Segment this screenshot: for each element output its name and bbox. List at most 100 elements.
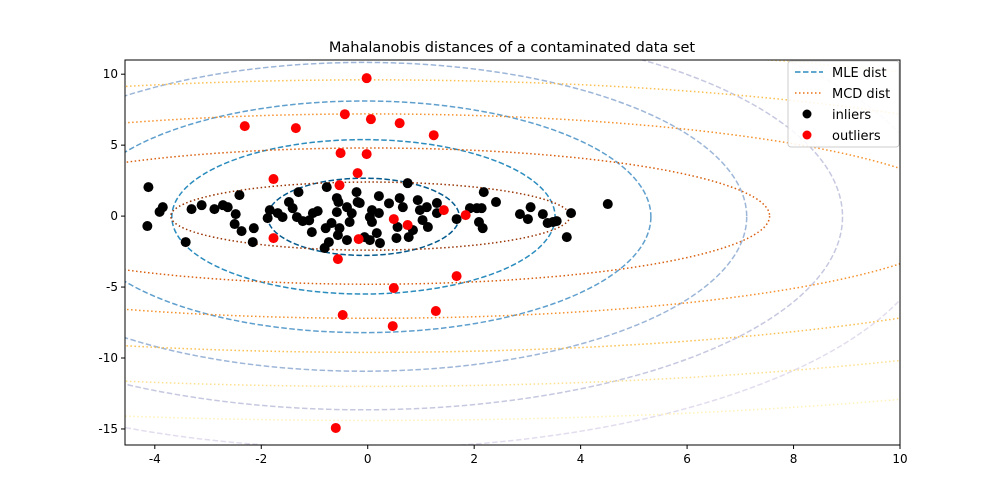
- legend-outliers-marker: [802, 130, 812, 140]
- inlier-point: [371, 228, 382, 239]
- inlier-point: [326, 218, 337, 229]
- legend-box: [787, 60, 900, 148]
- inlier-point: [331, 207, 342, 218]
- inlier-point: [451, 214, 462, 225]
- mcd-contour-level-6: [125, 398, 900, 422]
- x-tick-label: 0: [364, 452, 372, 466]
- inlier-point: [186, 204, 197, 215]
- outlier-point: [334, 180, 345, 191]
- outlier-point: [268, 233, 279, 244]
- inlier-point: [277, 212, 288, 223]
- inlier-point: [392, 222, 403, 233]
- inlier-point: [312, 206, 323, 217]
- x-tick-label: 4: [577, 452, 585, 466]
- inlier-point: [154, 206, 165, 217]
- inlier-point: [346, 208, 357, 219]
- outlier-point: [337, 310, 348, 321]
- inlier-point: [402, 178, 413, 189]
- outlier-point: [239, 121, 250, 132]
- mle-contour-level-4: [125, 61, 748, 372]
- x-axis: -4 -2 0 2 4 6 8 10: [149, 445, 908, 466]
- inlier-point: [293, 187, 304, 198]
- legend: MLE dist MCD dist inliers outliers: [787, 60, 900, 148]
- outlier-point: [402, 220, 413, 231]
- mcd-contour-level-2: [125, 147, 771, 285]
- inlier-point: [351, 187, 362, 198]
- y-tick-label: 0: [110, 209, 118, 223]
- inlier-point: [477, 223, 488, 234]
- inlier-point: [236, 226, 247, 237]
- plot-frame: [124, 59, 901, 446]
- inlier-point: [341, 235, 352, 246]
- x-tick-label: 10: [892, 452, 907, 466]
- inlier-point: [230, 209, 241, 220]
- inlier-point: [229, 219, 240, 230]
- outlier-point: [388, 283, 399, 294]
- inlier-point: [264, 205, 275, 216]
- legend-label-inliers: inliers: [832, 108, 871, 123]
- inlier-point: [366, 205, 377, 216]
- inlier-point: [180, 237, 191, 248]
- inlier-point: [321, 182, 332, 193]
- x-tick-label: 6: [683, 452, 691, 466]
- inlier-point: [142, 221, 153, 232]
- outlier-point: [332, 254, 343, 265]
- outlier-point: [330, 422, 341, 433]
- outlier-point: [365, 114, 376, 125]
- y-tick-label: -10: [98, 351, 118, 365]
- inlier-point: [354, 198, 365, 209]
- outlier-point: [388, 214, 399, 225]
- inlier-point: [537, 209, 548, 220]
- inlier-point: [551, 216, 562, 227]
- mle-contour-level-3: [125, 100, 652, 334]
- inlier-point: [412, 195, 423, 206]
- outlier-point: [335, 148, 346, 159]
- y-tick-label: 5: [110, 138, 118, 152]
- inlier-point: [247, 237, 258, 248]
- y-axis: -15 -10 -5 0 5 10: [98, 67, 125, 436]
- inlier-point: [561, 232, 572, 243]
- inlier-point: [306, 227, 317, 238]
- outlier-point: [290, 123, 301, 134]
- outlier-point: [352, 168, 363, 179]
- inlier-point: [374, 238, 385, 249]
- outlier-point: [361, 73, 372, 84]
- outlier-point: [339, 109, 350, 120]
- inlier-point: [344, 217, 355, 228]
- inlier-point: [490, 197, 501, 208]
- outlier-point: [394, 118, 405, 129]
- data-points: [142, 73, 613, 433]
- inlier-point: [391, 233, 402, 244]
- inlier-point: [476, 203, 487, 214]
- y-tick-label: -5: [106, 280, 118, 294]
- inlier-point: [262, 213, 273, 224]
- inlier-point: [319, 243, 330, 254]
- inlier-point: [431, 198, 442, 209]
- legend-label-mcd: MCD dist: [832, 87, 890, 102]
- y-tick-label: 10: [103, 67, 118, 81]
- inlier-point: [209, 204, 220, 215]
- outlier-point: [430, 306, 441, 317]
- inlier-point: [143, 182, 154, 193]
- inlier-point: [422, 222, 433, 233]
- mle-contour-level-5: [125, 60, 844, 411]
- inlier-point: [478, 187, 489, 198]
- outlier-point: [460, 210, 471, 221]
- x-tick-label: -4: [149, 452, 161, 466]
- inlier-point: [366, 217, 377, 228]
- legend-label-mle: MLE dist: [832, 66, 887, 81]
- outlier-point: [361, 149, 372, 160]
- inlier-point: [566, 208, 577, 219]
- inlier-point: [522, 214, 533, 225]
- inlier-point: [222, 202, 233, 213]
- inlier-point: [525, 202, 536, 213]
- inlier-point: [332, 230, 343, 241]
- inlier-point: [248, 223, 259, 234]
- inlier-point: [417, 215, 428, 226]
- mle-contour-level-2: [171, 138, 556, 295]
- chart-title: Mahalanobis distances of a contaminated …: [329, 40, 696, 56]
- inlier-point: [333, 197, 344, 208]
- legend-label-outliers: outliers: [832, 129, 881, 144]
